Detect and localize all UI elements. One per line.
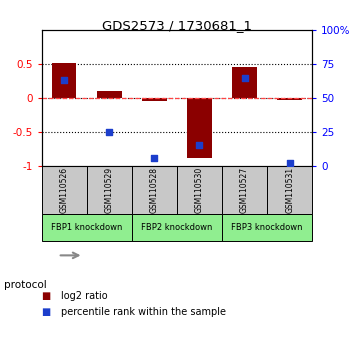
- FancyBboxPatch shape: [132, 214, 222, 241]
- Text: FBP3 knockdown: FBP3 knockdown: [231, 223, 303, 232]
- Text: GDS2573 / 1730681_1: GDS2573 / 1730681_1: [102, 19, 252, 33]
- Text: GSM110527: GSM110527: [240, 167, 249, 213]
- Bar: [232, 67, 257, 98]
- Bar: [97, 91, 122, 98]
- FancyBboxPatch shape: [267, 166, 312, 214]
- Text: GSM110531: GSM110531: [285, 167, 294, 213]
- Text: FBP1 knockdown: FBP1 knockdown: [51, 223, 122, 232]
- Text: ■: ■: [42, 307, 51, 316]
- Text: GSM110528: GSM110528: [150, 167, 159, 213]
- Point: [151, 155, 157, 160]
- Bar: [142, 98, 167, 101]
- FancyBboxPatch shape: [177, 166, 222, 214]
- Point: [61, 78, 67, 83]
- Bar: [187, 98, 212, 158]
- Bar: [277, 98, 302, 100]
- Text: percentile rank within the sample: percentile rank within the sample: [61, 307, 226, 316]
- FancyBboxPatch shape: [222, 166, 267, 214]
- FancyBboxPatch shape: [87, 166, 132, 214]
- Point: [242, 75, 248, 80]
- Text: GSM110526: GSM110526: [60, 167, 69, 213]
- Point: [196, 143, 202, 148]
- FancyBboxPatch shape: [222, 214, 312, 241]
- FancyBboxPatch shape: [132, 166, 177, 214]
- Point: [106, 129, 112, 135]
- FancyBboxPatch shape: [42, 214, 132, 241]
- Text: protocol: protocol: [4, 280, 46, 290]
- Text: ■: ■: [42, 291, 51, 301]
- Bar: [52, 63, 77, 98]
- Text: FBP2 knockdown: FBP2 knockdown: [141, 223, 213, 232]
- FancyBboxPatch shape: [42, 166, 87, 214]
- Text: log2 ratio: log2 ratio: [61, 291, 108, 301]
- Text: GSM110530: GSM110530: [195, 167, 204, 213]
- Point: [287, 160, 292, 166]
- Text: GSM110529: GSM110529: [105, 167, 114, 213]
